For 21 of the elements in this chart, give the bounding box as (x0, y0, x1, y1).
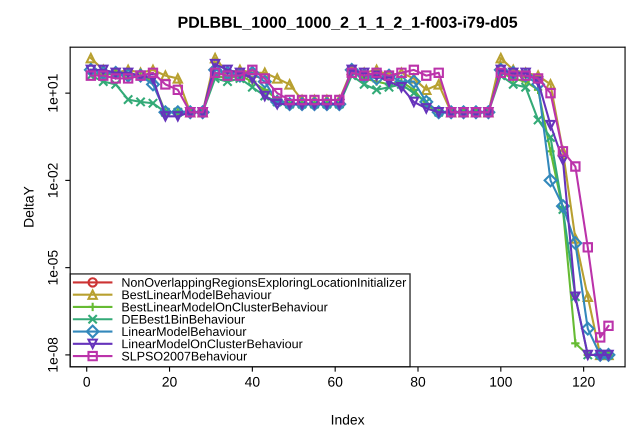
y-tick-label: 1e-08 (48, 338, 58, 372)
y-axis-title: DeltaY (23, 186, 34, 227)
x-tick-label: 40 (244, 376, 260, 387)
x-tick-label: 20 (162, 376, 177, 387)
legend-label: LinearModelOnClusterBehaviour (122, 339, 303, 348)
y-tick-label: 1e+01 (48, 74, 58, 112)
legend-label: DEBest1BinBehaviour (122, 314, 245, 324)
legend-label: BestLinearModelBehaviour (122, 290, 272, 300)
x-tick-label: 60 (328, 376, 342, 387)
x-tick-label: 100 (490, 376, 512, 387)
x-tick-label: 0 (83, 376, 90, 387)
y-tick-label: 1e-05 (48, 250, 58, 284)
x-tick-label: 120 (573, 376, 595, 387)
x-axis-title: Index (332, 414, 364, 425)
legend-label: SLPSO2007Behaviour (122, 351, 247, 361)
chart-title: PDLBBL_1000_1000_2_1_1_2_1-f003-i79-d05 (178, 16, 518, 30)
legend-label: BestLinearModelOnClusterBehaviour (122, 302, 328, 312)
legend-label: NonOverlappingRegionsExploringLocationInitializer (122, 278, 406, 290)
x-tick-label: 80 (410, 376, 426, 387)
legend-label: LinearModelBehaviour (122, 326, 246, 336)
y-tick-label: 1e-02 (48, 163, 58, 198)
